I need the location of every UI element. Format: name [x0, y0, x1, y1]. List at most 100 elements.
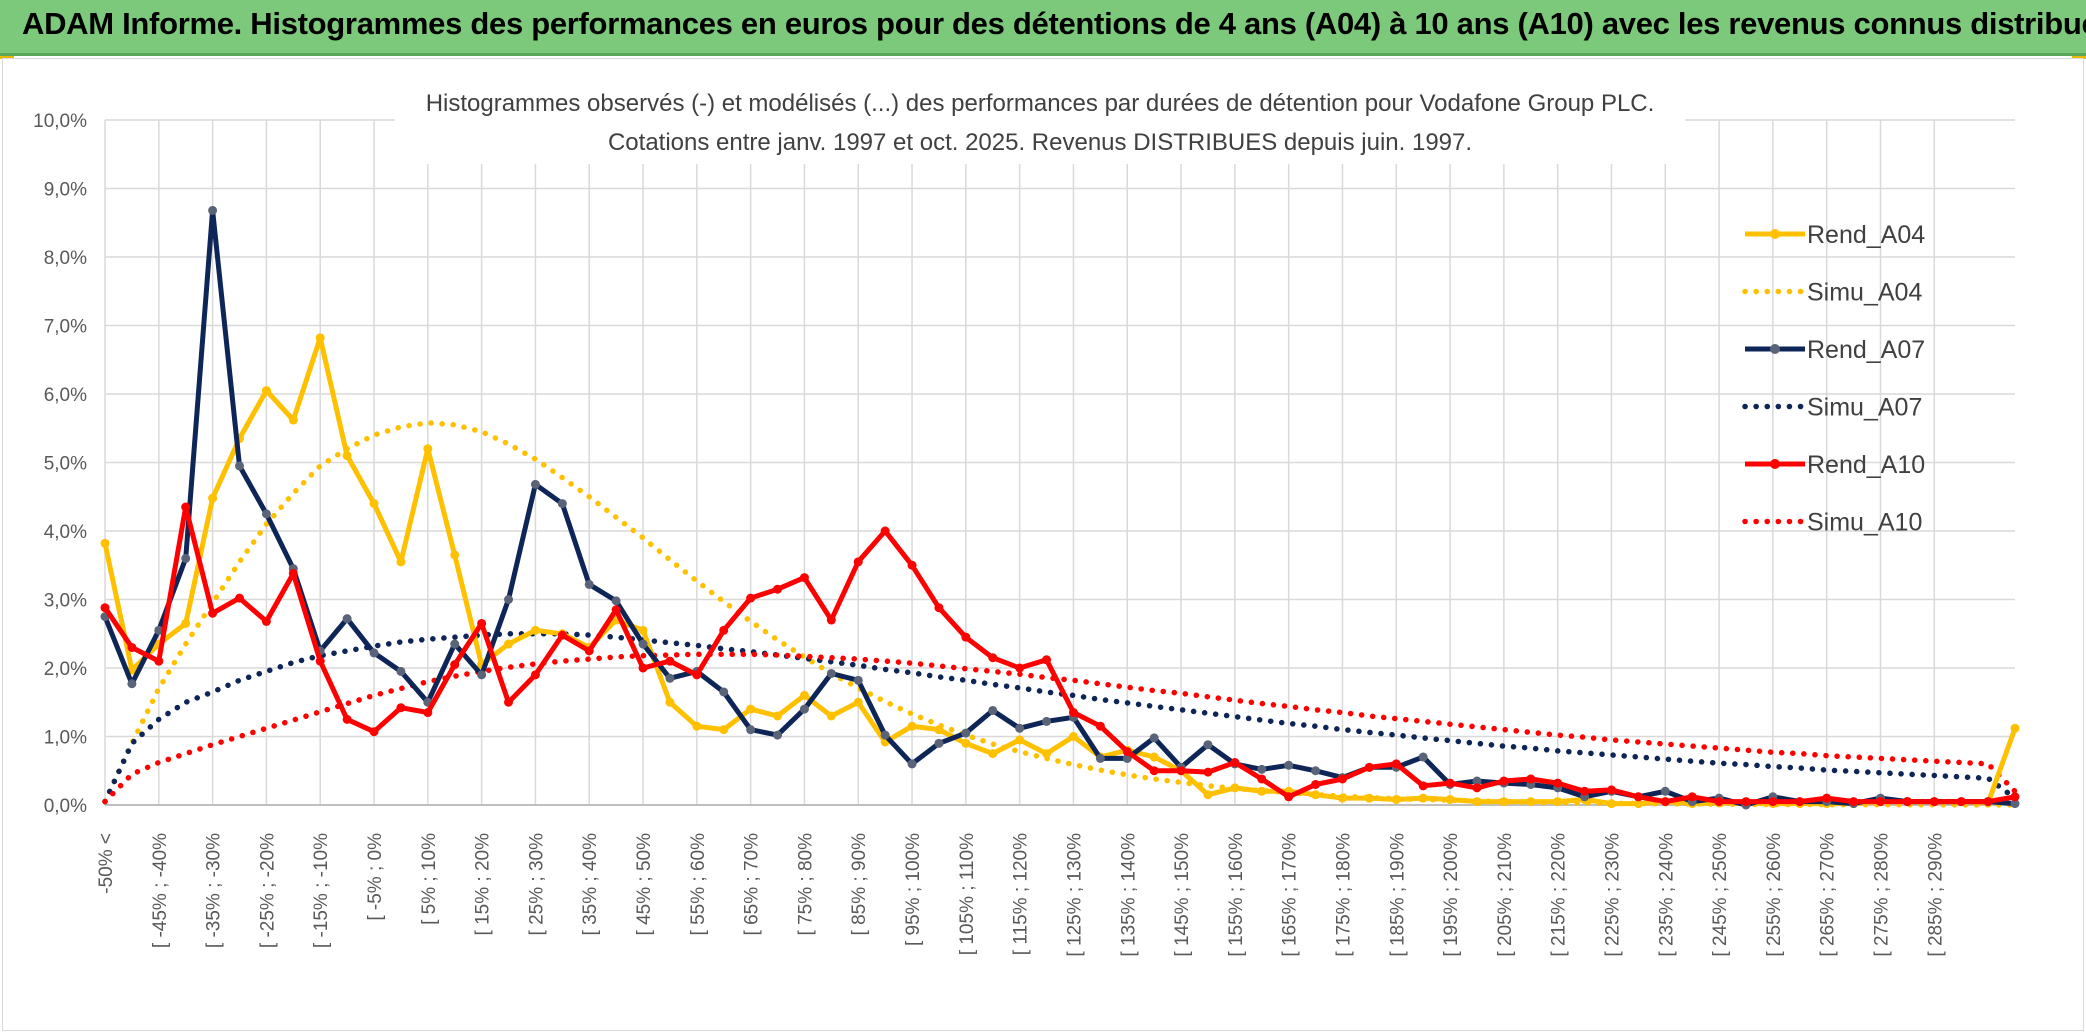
- chart-title-line-1: Histogrammes observés (-) et modélisés (…: [426, 90, 1655, 117]
- data-point: [1230, 758, 1240, 768]
- report-banner: ADAM Informe. Histogrammes des performan…: [0, 0, 2086, 56]
- data-point: [1284, 792, 1294, 802]
- legend-marker: [1770, 459, 1780, 469]
- data-point: [1553, 778, 1563, 788]
- data-point: [638, 625, 648, 635]
- data-point: [692, 670, 702, 680]
- data-point: [826, 711, 836, 721]
- data-point: [665, 673, 675, 683]
- data-point: [261, 509, 271, 519]
- data-point: [1015, 735, 1025, 745]
- x-tick-label: [ 35% ; 40%: [580, 833, 601, 936]
- data-point: [423, 444, 433, 454]
- data-point: [181, 618, 191, 628]
- data-point: [1176, 766, 1186, 776]
- data-point: [396, 557, 406, 567]
- x-tick-label: [ 85% ; 90%: [849, 833, 870, 936]
- y-tick-label: 3,0%: [44, 591, 87, 612]
- data-point: [1203, 740, 1213, 750]
- x-tick-label: [ 265% ; 270%: [1818, 833, 1839, 957]
- data-point: [1714, 797, 1724, 807]
- legend-label: Rend_A10: [1807, 451, 1925, 479]
- data-point: [961, 728, 971, 738]
- data-point: [557, 630, 567, 640]
- data-point: [369, 727, 379, 737]
- legend-item-Simu_A04: Simu_A04: [1742, 279, 1922, 307]
- data-point: [181, 553, 191, 563]
- data-point: [584, 646, 594, 656]
- x-tick-label: [ 275% ; 280%: [1871, 833, 1892, 957]
- x-tick-label: [ -35% ; -30%: [204, 833, 225, 948]
- legend-marker: [1770, 344, 1780, 354]
- data-point: [127, 679, 137, 689]
- data-point: [1149, 752, 1159, 762]
- data-point: [1284, 760, 1294, 770]
- data-point: [1042, 655, 1052, 665]
- data-point: [235, 461, 245, 471]
- data-point: [1929, 797, 1939, 807]
- data-point: [1849, 797, 1859, 807]
- data-point: [1472, 783, 1482, 793]
- data-point: [907, 560, 917, 570]
- data-point: [1015, 723, 1025, 733]
- data-point: [477, 618, 487, 628]
- x-tick-label: [ 25% ; 30%: [526, 833, 547, 936]
- data-point: [208, 608, 218, 618]
- data-point: [1526, 774, 1536, 784]
- data-point: [423, 708, 433, 718]
- data-point: [450, 550, 460, 560]
- x-tick-label: [ 135% ; 140%: [1118, 833, 1139, 957]
- x-tick-label: [ 75% ; 80%: [795, 833, 816, 936]
- data-point: [504, 639, 514, 649]
- data-point: [1902, 797, 1912, 807]
- data-point: [1203, 790, 1213, 800]
- series-line-Rend_A10: [102, 504, 2016, 805]
- y-tick-label: 4,0%: [44, 522, 87, 543]
- data-point: [530, 479, 540, 489]
- legend-item-Rend_A07: Rend_A07: [1745, 336, 1925, 364]
- series-Rend_A10: [100, 502, 2020, 807]
- data-point: [1364, 793, 1374, 803]
- data-point: [557, 499, 567, 509]
- data-point: [1956, 797, 1966, 807]
- data-point: [1553, 797, 1563, 807]
- data-point: [1042, 749, 1052, 759]
- data-point: [504, 595, 514, 604]
- data-point: [100, 538, 110, 548]
- x-tick-label: [ 55% ; 60%: [688, 833, 709, 936]
- legend-item-Simu_A07: Simu_A07: [1742, 394, 1922, 422]
- data-point: [638, 663, 648, 673]
- x-tick-label: [ 145% ; 150%: [1172, 833, 1193, 957]
- data-point: [1606, 785, 1616, 795]
- data-point: [719, 625, 729, 635]
- x-tick-label: [ 175% ; 180%: [1333, 833, 1354, 957]
- legend-label: Rend_A04: [1807, 221, 1925, 249]
- data-point: [396, 666, 406, 676]
- data-point: [934, 738, 944, 748]
- data-point: [665, 656, 675, 666]
- data-point: [907, 759, 917, 769]
- data-point: [799, 573, 809, 583]
- data-point: [261, 616, 271, 626]
- data-point: [1257, 786, 1267, 796]
- y-tick-label: 2,0%: [44, 659, 87, 680]
- data-point: [665, 697, 675, 707]
- legend-label: Simu_A04: [1807, 279, 1922, 307]
- data-point: [853, 675, 863, 685]
- data-point: [1633, 799, 1643, 809]
- data-point: [208, 205, 218, 215]
- data-point: [1445, 795, 1455, 805]
- data-point: [477, 670, 487, 680]
- data-point: [1337, 774, 1347, 784]
- data-point: [826, 615, 836, 625]
- data-point: [369, 499, 379, 509]
- data-point: [584, 579, 594, 589]
- chart-area: [2, 58, 2084, 1031]
- data-point: [1257, 764, 1267, 774]
- axes: 0,0% 1,0% 2,0% 3,0% 4,0% 5,0% 6,0% 7,0% 8,0% 9,0%…: [33, 111, 2015, 957]
- x-tick-label: [ 15% ; 20%: [473, 833, 494, 936]
- series-line-Rend_A07: [102, 207, 2016, 808]
- data-point: [853, 697, 863, 707]
- data-point: [181, 502, 191, 512]
